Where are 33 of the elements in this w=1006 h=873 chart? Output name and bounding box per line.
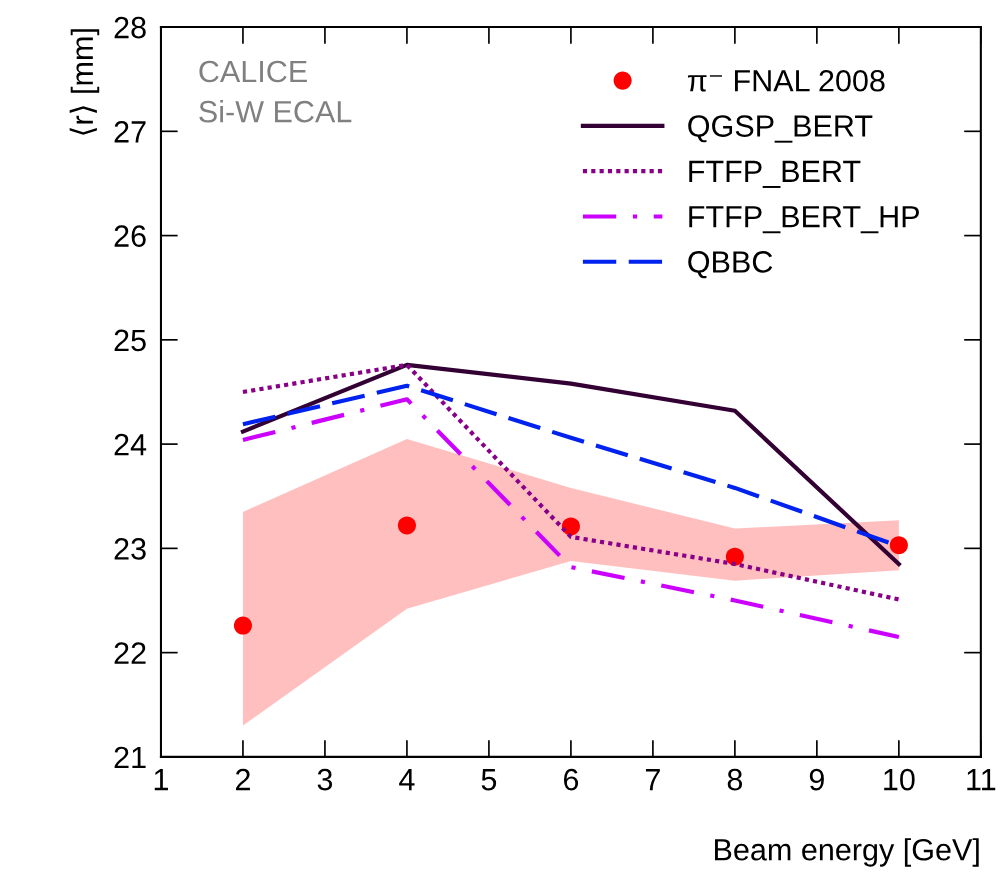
- y-tick-label: 23: [114, 538, 146, 560]
- x-tick-label: 8: [727, 768, 743, 791]
- legend-label: FTFP_BERT: [689, 160, 861, 188]
- line-series: [240, 397, 901, 640]
- y-tick-label: 28: [114, 16, 146, 39]
- point: [397, 516, 416, 535]
- x-tick-label: 6: [563, 768, 579, 791]
- x-tick-label: 9: [809, 768, 824, 791]
- annotation: CALICE: [199, 60, 307, 83]
- y-tick-label: 21: [114, 746, 146, 768]
- point: [725, 547, 744, 566]
- point: [889, 536, 908, 555]
- x-tick-label: 10: [884, 768, 915, 791]
- x-tick-label: 5: [481, 769, 497, 791]
- x-tick-label: 4: [399, 769, 415, 791]
- legend-label: π⁻ FNAL 2008: [687, 69, 885, 92]
- x-tick-label: 1: [154, 769, 168, 791]
- x-tick-label: 11: [967, 769, 996, 791]
- x-tick-label: 3: [317, 768, 333, 791]
- point: [233, 616, 252, 635]
- y-axis-title: ⟨r⟩ [mm]: [69, 29, 100, 135]
- annotation: Si-W ECAL: [199, 100, 352, 123]
- x-tick-label: 7: [645, 769, 660, 791]
- y-tick-label: 27: [114, 121, 146, 143]
- y-tick-label: 22: [114, 642, 146, 664]
- y-tick-label: 25: [114, 329, 146, 352]
- x-tick-label: 2: [235, 768, 250, 791]
- y-tick-label: 26: [114, 225, 146, 247]
- y-tick-label: 24: [114, 433, 147, 456]
- x-axis-title: Beam energy [GeV]: [715, 838, 979, 867]
- legend-label: QBBC: [688, 251, 773, 279]
- legend-label: QGSP_BERT: [688, 115, 873, 143]
- legend-label: FTFP_BERT_HP: [689, 206, 919, 234]
